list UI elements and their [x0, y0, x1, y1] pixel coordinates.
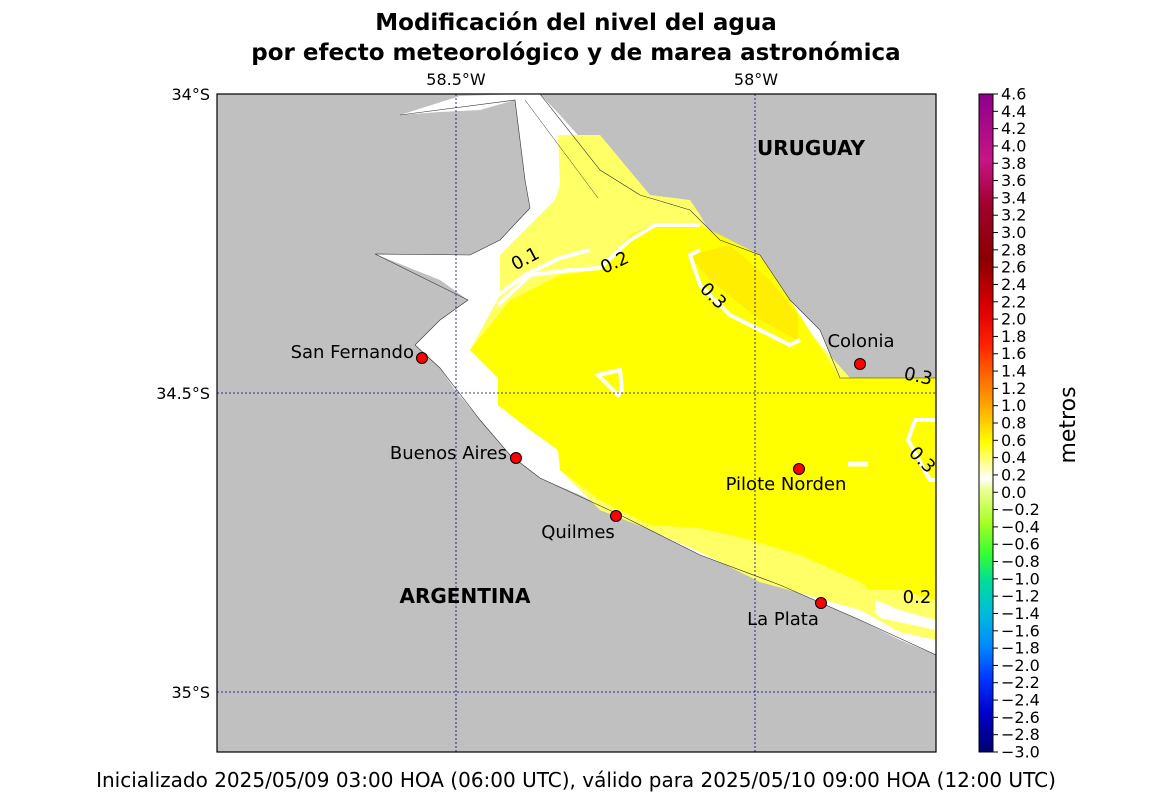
colorbar-tick-label: 2.4 [1001, 275, 1026, 294]
map-area: 0.1 0.2 0.3 0.3 0.3 0.2 URUGUAY ARGENTIN… [217, 94, 936, 752]
colorbar-tick-label: −1.2 [1001, 587, 1040, 606]
validity-footer: Inicializado 2025/05/09 03:00 HOA (06:00… [96, 768, 1056, 792]
colorbar-tick-label: −1.4 [1001, 604, 1040, 623]
colorbar-tick-label: −2.6 [1001, 708, 1040, 727]
colorbar-tick-label: 2.0 [1001, 310, 1026, 329]
colorbar-label: metros [1056, 386, 1081, 463]
colorbar-tick-label: −2.0 [1001, 656, 1040, 675]
lat-label: 34.5°S [156, 384, 210, 403]
title-line-1: Modificación del nivel del agua [375, 10, 777, 36]
contour-fill-yellow [470, 225, 936, 600]
colorbar-tick-label: −2.8 [1001, 725, 1040, 744]
contour-label: 0.2 [903, 587, 932, 608]
colorbar-tick-label: −1.8 [1001, 639, 1040, 658]
city-marker-san-fernando [416, 352, 428, 364]
country-label-uruguay: URUGUAY [757, 136, 865, 160]
colorbar-tick-label: −0.6 [1001, 535, 1040, 554]
colorbar-tick-label: 0.8 [1001, 414, 1026, 433]
colorbar-tick-label: 3.8 [1001, 154, 1026, 173]
colorbar-tick-label: 1.8 [1001, 327, 1026, 346]
contour-loop [594, 367, 625, 398]
colorbar-tick-label: 3.0 [1001, 223, 1026, 242]
chart-title: Modificación del nivel del agua por efec… [0, 8, 1152, 68]
contour-fill-orange [690, 245, 798, 340]
colorbar-tick-label: 0.2 [1001, 465, 1026, 484]
colorbar-tick-label: 4.4 [1001, 102, 1026, 121]
colorbar-tick-label: 2.8 [1001, 240, 1026, 259]
city-label-pilote-norden: Pilote Norden [726, 474, 847, 495]
city-marker-colonia [854, 358, 866, 370]
coast-uruguay [539, 94, 936, 379]
city-marker-buenos-aires [510, 452, 522, 464]
lat-label: 34°S [171, 85, 210, 104]
city-marker-quilmes [610, 510, 622, 522]
colorbar-tick-label: −1.6 [1001, 621, 1040, 640]
colorbar-tick-label: −3.0 [1001, 743, 1040, 762]
contour-line-0-1 [496, 248, 591, 297]
colorbar-tick-label: 0.4 [1001, 448, 1026, 467]
coast-delta [374, 99, 531, 346]
map-frame [216, 93, 937, 753]
colorbar-tick-label: 0.6 [1001, 431, 1026, 450]
city-label-colonia: Colonia [827, 331, 894, 352]
contour-line-0-3 [687, 248, 801, 348]
city-marker-pilote-norden [793, 463, 805, 475]
country-label-argentina: ARGENTINA [400, 584, 532, 608]
city-label-quilmes: Quilmes [541, 522, 615, 543]
colorbar-tick-label: 3.2 [1001, 206, 1026, 225]
colorbar-tick-label: 2.6 [1001, 258, 1026, 277]
contour-line-0-2 [496, 223, 700, 307]
colorbar-tick-label: 1.0 [1001, 396, 1026, 415]
colorbar-tick-label: 1.4 [1001, 362, 1026, 381]
city-marker-la-plata [815, 597, 827, 609]
lon-label: 58°W [734, 70, 778, 89]
lat-label: 35°S [171, 683, 210, 702]
colorbar-tick-label: 1.2 [1001, 379, 1026, 398]
colorbar-tick-label: −0.8 [1001, 552, 1040, 571]
colorbar-tick-label: 4.6 [1001, 85, 1026, 104]
colorbar-ticks: 4.64.44.24.03.83.63.43.23.02.82.62.42.22… [993, 85, 1040, 762]
colorbar-tick-label: 4.0 [1001, 136, 1026, 155]
colorbar-scale [978, 93, 994, 753]
colorbar-tick-label: −1.0 [1001, 569, 1040, 588]
colorbar-tick-label: 3.4 [1001, 188, 1026, 207]
title-line-2: por efecto meteorológico y de marea astr… [251, 40, 901, 66]
city-label-buenos-aires: Buenos Aires [390, 443, 507, 464]
colorbar-tick-label: 3.6 [1001, 171, 1026, 190]
colorbar-tick-label: 2.2 [1001, 292, 1026, 311]
colorbar-tick-label: 4.2 [1001, 119, 1026, 138]
colorbar: 4.64.44.24.03.83.63.43.23.02.82.62.42.22… [978, 85, 1081, 762]
city-label-san-fernando: San Fernando [291, 342, 414, 363]
city-label-la-plata: La Plata [747, 609, 819, 630]
island-line [524, 99, 599, 199]
colorbar-tick-label: −2.4 [1001, 691, 1040, 710]
colorbar-tick-label: 0.0 [1001, 483, 1026, 502]
colorbar-tick-label: −0.4 [1001, 517, 1040, 536]
colorbar-tick-label: −0.2 [1001, 500, 1040, 519]
colorbar-tick-label: −2.2 [1001, 673, 1040, 692]
colorbar-tick-label: 1.6 [1001, 344, 1026, 363]
contour-line-0-3b [905, 418, 936, 482]
lon-label: 58.5°W [426, 70, 486, 89]
